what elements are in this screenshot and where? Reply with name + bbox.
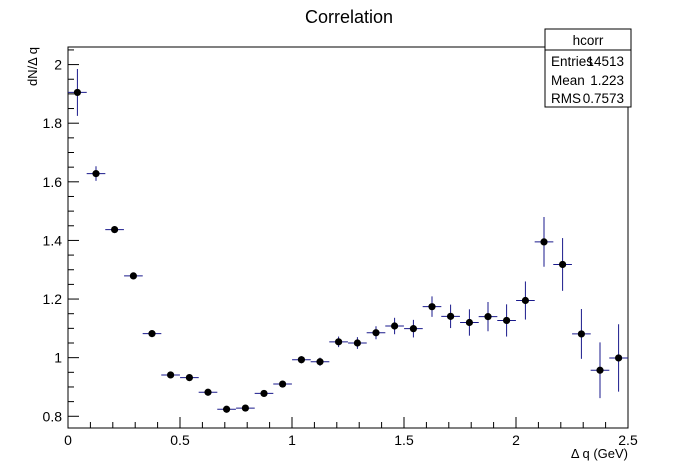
data-point [161, 371, 180, 379]
x-tick-label: 0 [64, 432, 72, 448]
data-marker [428, 303, 436, 311]
data-marker [614, 354, 623, 362]
x-tick-label: 1 [288, 432, 296, 448]
y-tick-label: 2 [54, 57, 62, 73]
data-marker [204, 388, 212, 396]
data-point [180, 373, 199, 382]
data-point [142, 330, 162, 338]
data-marker [334, 338, 343, 346]
data-point [273, 380, 292, 388]
x-axis-ticks [67, 417, 629, 428]
x-tick-label: 2 [512, 432, 520, 448]
stats-mean-label: Mean [551, 73, 585, 88]
data-point [105, 225, 124, 234]
y-axis-title: dN/Δ q [25, 47, 40, 86]
data-point [124, 272, 143, 280]
data-marker [540, 238, 548, 246]
data-point [86, 166, 106, 181]
data-point [329, 336, 348, 348]
data-point [572, 309, 591, 359]
data-point [217, 405, 236, 413]
data-point [441, 304, 460, 329]
y-axis-tick-labels: 0.8 1 1.2 1.4 1.6 1.8 2 [43, 57, 63, 425]
y-tick-label: 0.8 [43, 408, 63, 424]
data-marker [390, 322, 399, 330]
stats-rms-value: 0.7573 [583, 91, 624, 106]
data-marker [241, 404, 250, 412]
data-point [310, 357, 330, 366]
data-marker [278, 380, 287, 388]
plot-frame [67, 46, 629, 429]
x-tick-label: 2.5 [618, 432, 638, 448]
stats-box: hcorr Entries 14513 Mean 1.223 RMS 0.757… [544, 28, 632, 108]
data-marker [596, 366, 604, 374]
data-point [590, 342, 610, 399]
data-marker [353, 339, 362, 347]
data-marker [73, 88, 82, 97]
stats-rms-label: RMS [551, 91, 581, 106]
data-marker [166, 371, 175, 379]
data-marker [185, 373, 194, 382]
x-axis-tick-labels: 0 0.5 1 1.5 2 2.5 [64, 432, 638, 448]
data-marker [465, 318, 474, 327]
data-marker [297, 356, 306, 364]
data-point [198, 388, 218, 396]
data-series [68, 68, 628, 413]
data-point [460, 309, 479, 336]
chart-title: Correlation [305, 7, 393, 27]
data-point [292, 356, 311, 364]
stats-box-frame [544, 28, 632, 108]
data-point [236, 404, 255, 412]
data-marker [222, 405, 231, 413]
data-marker [260, 389, 268, 398]
data-point [478, 301, 498, 332]
y-tick-label: 1.6 [43, 174, 63, 190]
data-point [516, 281, 535, 320]
y-tick-label: 1 [54, 350, 62, 366]
data-point [534, 216, 554, 267]
data-marker [484, 313, 492, 321]
data-point [254, 389, 274, 398]
stats-entries-label: Entries [551, 54, 593, 69]
data-marker [110, 225, 119, 234]
x-tick-label: 0.5 [170, 432, 190, 448]
data-marker [446, 312, 455, 320]
data-point [366, 326, 386, 340]
data-marker [316, 358, 324, 366]
data-marker [372, 329, 380, 337]
data-marker [129, 272, 138, 280]
data-point [497, 304, 516, 337]
y-tick-label: 1.4 [43, 232, 63, 248]
y-axis-ticks [68, 49, 79, 417]
data-point [609, 324, 628, 392]
data-marker [502, 316, 511, 325]
x-tick-label: 1.5 [394, 432, 414, 448]
stats-box-title: hcorr [573, 33, 604, 48]
data-point [404, 319, 423, 338]
data-marker [577, 330, 586, 338]
data-point [422, 296, 442, 317]
stats-mean-value: 1.223 [590, 73, 624, 88]
data-point [385, 317, 404, 335]
data-marker [409, 325, 418, 333]
data-marker [521, 296, 530, 305]
x-axis-title: Δ q (GeV) [571, 446, 628, 461]
data-point [553, 238, 572, 291]
y-tick-label: 1.2 [43, 291, 63, 307]
y-tick-label: 1.8 [43, 115, 63, 131]
data-marker [148, 330, 156, 338]
data-marker [92, 170, 100, 178]
stats-entries-value: 14513 [586, 54, 624, 69]
data-marker [558, 260, 567, 269]
data-point [68, 68, 87, 116]
data-point [348, 337, 367, 349]
